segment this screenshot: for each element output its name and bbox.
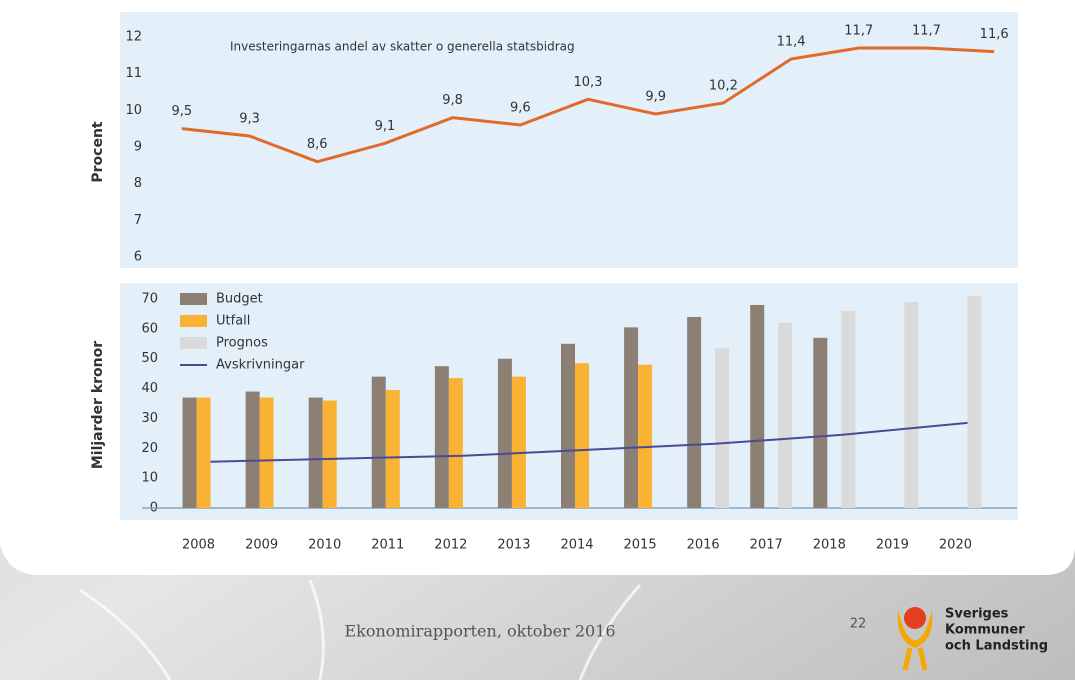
y-tick-label: 30 xyxy=(141,411,158,426)
bar xyxy=(182,397,197,508)
x-tick-label: 2017 xyxy=(750,538,783,553)
bar xyxy=(434,366,449,508)
y-tick-label: 10 xyxy=(141,471,158,486)
data-label: 9,8 xyxy=(442,93,463,108)
legend-label: Avskrivningar xyxy=(216,358,305,373)
y-tick-label: 6 xyxy=(134,250,142,265)
data-label: 9,9 xyxy=(645,90,666,105)
bar xyxy=(904,301,919,508)
bar xyxy=(575,363,589,508)
bar xyxy=(196,397,211,508)
x-tick-label: 2011 xyxy=(371,538,404,553)
y-tick-label: 10 xyxy=(125,103,142,118)
y-tick-label: 20 xyxy=(141,441,158,456)
data-label: 11,6 xyxy=(980,27,1009,42)
data-label: 9,3 xyxy=(239,112,260,127)
data-label: 11,4 xyxy=(777,35,806,50)
y-axis-label: Procent xyxy=(90,121,106,183)
data-label: 8,6 xyxy=(307,137,328,152)
x-tick-label: 2010 xyxy=(308,538,341,553)
bar xyxy=(511,376,526,508)
bar xyxy=(385,390,400,508)
bar xyxy=(322,400,337,508)
page-number: 22 xyxy=(850,617,867,632)
bar xyxy=(715,348,730,508)
y-tick-label: 9 xyxy=(134,140,142,155)
bar xyxy=(624,327,639,508)
bar xyxy=(371,376,386,508)
y-axis-label: Miljarder kronor xyxy=(90,341,106,469)
y-tick-label: 50 xyxy=(141,351,158,366)
y-tick-label: 40 xyxy=(141,381,158,396)
data-label: 9,1 xyxy=(375,119,396,134)
legend-label: Utfall xyxy=(216,314,250,329)
data-label: 10,2 xyxy=(709,79,738,94)
data-label: 11,7 xyxy=(844,24,873,39)
bar xyxy=(308,397,323,508)
line xyxy=(181,46,995,164)
y-tick-label: 8 xyxy=(134,176,142,191)
y-tick-label: 12 xyxy=(125,30,142,45)
bar xyxy=(638,364,653,508)
bar xyxy=(813,337,828,508)
logo-text: Kommuner xyxy=(945,623,1025,638)
y-tick-label: 11 xyxy=(125,66,142,81)
logo xyxy=(897,607,933,671)
bar xyxy=(448,378,463,508)
y-tick-label: 70 xyxy=(141,292,158,307)
legend-swatch xyxy=(180,293,207,305)
bar xyxy=(245,391,260,508)
x-tick-label: 2016 xyxy=(687,538,720,553)
bar xyxy=(259,397,274,508)
x-tick-label: 2019 xyxy=(876,538,909,553)
data-label: 11,7 xyxy=(912,24,941,39)
bar xyxy=(841,310,856,508)
x-tick-label: 2008 xyxy=(182,538,215,553)
x-tick-label: 2012 xyxy=(434,538,467,553)
x-tick-label: 2009 xyxy=(245,538,278,553)
bar xyxy=(687,316,702,508)
legend-label: Budget xyxy=(216,292,263,307)
data-label: 9,5 xyxy=(172,104,193,119)
bar xyxy=(497,358,512,508)
x-tick-label: 2020 xyxy=(939,538,972,553)
logo-text: och Landsting xyxy=(945,639,1048,654)
annotation: Investeringarnas andel av skatter o gene… xyxy=(230,40,575,54)
footer-source: Ekonomirapporten, oktober 2016 xyxy=(344,622,615,641)
bar xyxy=(561,343,575,508)
x-tick-label: 2018 xyxy=(813,538,846,553)
data-label: 9,6 xyxy=(510,101,531,116)
y-tick-label: 60 xyxy=(141,321,158,336)
legend-label: Prognos xyxy=(216,336,268,351)
x-tick-label: 2014 xyxy=(560,538,593,553)
x-tick-label: 2015 xyxy=(624,538,657,553)
top-panel xyxy=(120,12,1018,268)
legend-swatch xyxy=(180,315,207,327)
bar xyxy=(750,304,765,508)
bar xyxy=(967,296,982,508)
logo-text: Sveriges xyxy=(945,607,1009,622)
x-tick-label: 2013 xyxy=(497,538,530,553)
bar xyxy=(778,322,793,508)
decor xyxy=(79,579,642,681)
legend-swatch xyxy=(180,337,207,349)
data-label: 10,3 xyxy=(574,75,603,90)
line xyxy=(210,421,968,463)
y-tick-label: 7 xyxy=(134,213,142,228)
